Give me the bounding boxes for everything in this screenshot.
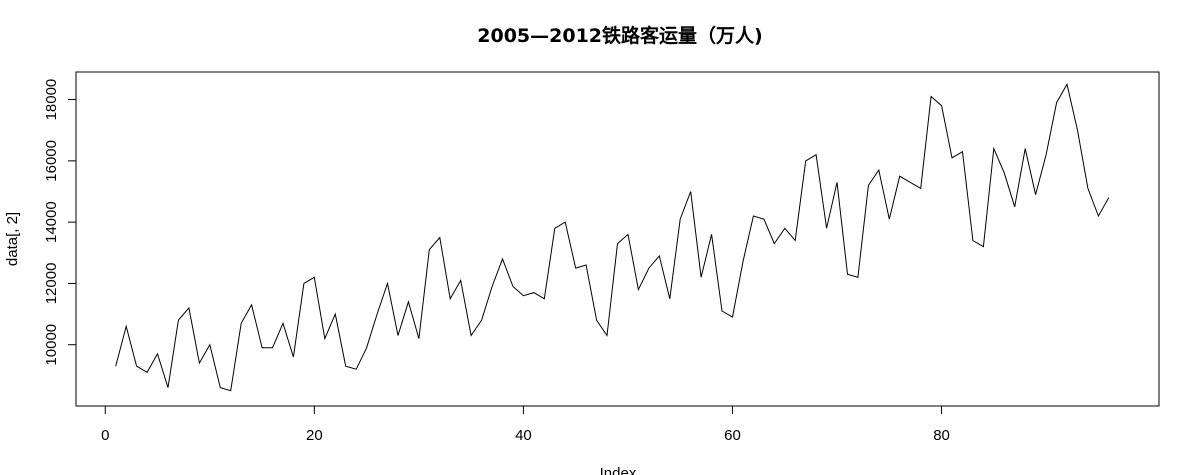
y-axis: 10000 12000 14000 16000 18000 (43, 79, 77, 366)
x-axis: 0 20 40 60 80 (101, 405, 950, 444)
x-tick-label: 0 (101, 427, 109, 444)
x-axis-label: Index (600, 465, 637, 475)
y-tick-label: 16000 (43, 140, 60, 182)
x-tick-label: 80 (933, 427, 950, 444)
y-axis-label: data[, 2] (4, 212, 21, 266)
chart-title: 2005—2012铁路客运量（万人) (477, 24, 762, 47)
plot-frame (75, 71, 1160, 407)
y-tick-label: 10000 (43, 324, 60, 366)
x-tick-label: 40 (515, 427, 532, 444)
x-tick-label: 60 (724, 427, 741, 444)
y-tick-label: 12000 (43, 263, 60, 305)
x-tick-label: 20 (306, 427, 323, 444)
series-line (115, 82, 1110, 392)
y-tick-label: 18000 (43, 79, 60, 121)
y-tick-label: 14000 (43, 201, 60, 243)
